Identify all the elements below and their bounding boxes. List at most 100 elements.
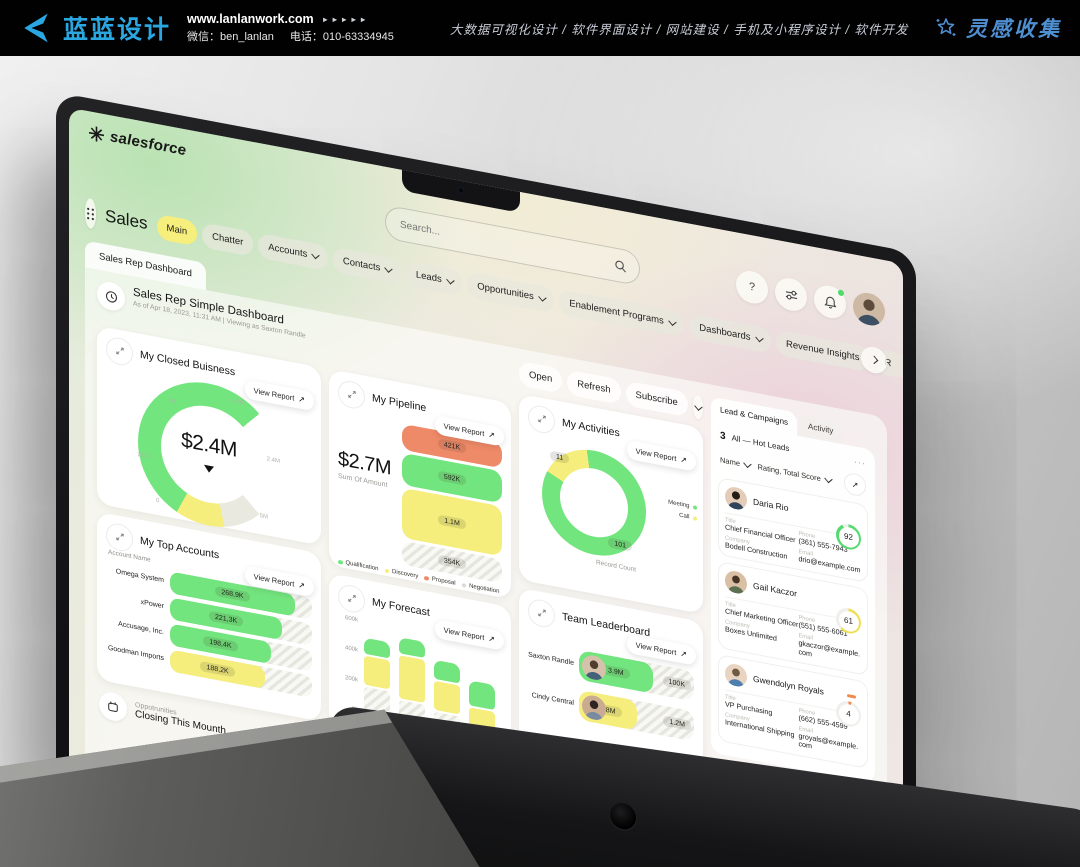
brand-name: 蓝蓝设计 [63, 16, 172, 44]
tab-accounts[interactable]: Accounts [258, 232, 328, 271]
chevron-down-icon [446, 276, 455, 284]
tab-contacts[interactable]: Contacts [332, 246, 401, 285]
main-nav: Sales Main Chatter Accounts Contacts Lea… [85, 194, 903, 380]
account-name: Accusage, Inc. [118, 620, 164, 637]
slice-value-meeting: 101 [608, 537, 632, 552]
card-title: My Activities [562, 416, 620, 440]
notification-dot [838, 289, 844, 297]
search-icon[interactable] [614, 258, 627, 273]
tab-chatter[interactable]: Chatter [202, 221, 254, 257]
calendar-icon [99, 690, 127, 724]
collection-badge: 灵感收集 [934, 13, 1062, 43]
lead-avatar [725, 485, 747, 512]
segment-value: 421K [437, 438, 467, 454]
expand-panel-button[interactable]: ↗ [844, 471, 866, 498]
refresh-button[interactable]: Refresh [567, 369, 621, 405]
photo-scene: salesforce ? [0, 56, 1080, 867]
speaker-hole [610, 801, 636, 832]
donut-chart: 11 101 [542, 440, 646, 565]
arrow-up-right-icon: ↗ [488, 429, 495, 441]
gauge-value: $2.4M [181, 428, 237, 462]
closed-business-card: My Closed Buisness View Report ↗ 0 787K 1… [97, 325, 321, 546]
leaderboard-card: Team Leaderboard View Report ↗ Saxton Ran… [519, 587, 703, 791]
expand-icon[interactable] [106, 520, 133, 553]
filters-button[interactable] [775, 275, 807, 314]
clock-icon [97, 279, 125, 313]
lead-card[interactable]: Daria Rio 92 Title Chief Financial Office… [718, 476, 868, 584]
header-icons: ? [736, 268, 885, 329]
bar-extra-value: 100K [662, 675, 691, 691]
funnel-chart: 421K 592K 1.1M 354K [402, 420, 502, 584]
dashboard-panel: Sales Rep Simple Dashboard As of Apr 18,… [85, 267, 887, 867]
subscribe-button[interactable]: Subscribe [625, 380, 688, 418]
tab-leads[interactable]: Leads [405, 259, 463, 296]
segment-value: 1.1M [438, 514, 466, 530]
account-name: Goodman Imports [107, 644, 164, 663]
bar-extra-value: 1.2M [663, 715, 691, 731]
bar-value: 198,4K [203, 635, 238, 652]
column-3: Open Refresh Subscribe My Activities [519, 360, 703, 791]
expand-icon[interactable] [528, 596, 555, 629]
slice-value-call: 11 [550, 450, 570, 465]
expand-icon[interactable] [106, 334, 133, 367]
expand-icon[interactable] [528, 402, 555, 435]
segment-value: 592K [437, 470, 467, 486]
account-name: Omega System [115, 568, 164, 585]
lead-card[interactable]: Gail Kaczor 61 Title Chief Marketing Offi… [718, 561, 868, 677]
gauge-tick: 787K [137, 452, 152, 461]
bar-value: 221,3K [208, 610, 244, 628]
tab-opportunities[interactable]: Opportunities [467, 271, 555, 313]
tab-dashboards[interactable]: Dashboards [689, 313, 772, 354]
gauge-tick: 1.7M [230, 397, 244, 407]
gauge-caret [204, 464, 214, 474]
tab-enablement-programs[interactable]: Enablement Programs [559, 288, 685, 338]
column-1: My Closed Buisness View Report ↗ 0 787K 1… [97, 282, 321, 762]
member-name: Cindy Central [531, 691, 574, 707]
more-menu-icon[interactable]: ··· [854, 455, 866, 469]
search-bar[interactable] [385, 204, 640, 287]
laptop-screen: salesforce ? [69, 107, 903, 867]
expand-icon[interactable] [338, 378, 365, 411]
activities-card: My Activities View Report ↗ 11 101 Meetin… [519, 393, 703, 615]
leads-panel: 3 All — Hot Leads ··· Name Rating, Total… [711, 419, 875, 784]
tab-revenue-insights[interactable]: Revenue Insights [776, 329, 870, 372]
notifications-button[interactable] [814, 282, 846, 321]
column-2: My Pipeline View Report ↗ $2.7M Sum Of Am… [329, 325, 511, 800]
pipeline-card: My Pipeline View Report ↗ $2.7M Sum Of Am… [329, 369, 511, 600]
member-avatar [582, 693, 606, 722]
salesforce-logo: salesforce [89, 119, 887, 294]
member-avatar [582, 653, 606, 682]
chevron-right-icon [870, 356, 878, 364]
arrow-up-right-icon: ↗ [680, 454, 687, 466]
lead-card[interactable]: Gwendolyn Royals 4 Title VP Purchasing Ph… [718, 654, 868, 770]
header-row: ? [85, 146, 887, 336]
chevron-down-icon [694, 402, 703, 410]
chevron-down-icon [755, 333, 763, 342]
help-icon: ? [748, 280, 756, 294]
user-avatar[interactable] [853, 290, 885, 329]
gauge-tick: 0 [156, 497, 160, 505]
actions-more-button[interactable] [692, 393, 703, 420]
sort-by-name[interactable]: Name [720, 455, 752, 470]
sliders-icon [785, 290, 797, 299]
help-button[interactable]: ? [736, 268, 768, 307]
expand-icon[interactable] [338, 582, 365, 615]
card-title: My Pipeline [372, 392, 427, 415]
grid-dots-icon [87, 207, 94, 220]
lanlan-logo-icon [24, 13, 48, 43]
leaderboard-row: Saxton Randle 3.9M 100K [528, 640, 694, 702]
forecast-bar [364, 637, 390, 720]
arrow-up-right-icon: ↗ [488, 633, 495, 645]
app-launcher-button[interactable] [85, 197, 96, 230]
collection-label: 灵感收集 [966, 18, 1062, 41]
arrow-up-right-icon: ↗ [851, 479, 859, 490]
brand-logo: 蓝蓝设计 [18, 10, 171, 46]
arrow-up-right-icon: ↗ [680, 648, 687, 660]
opportunities-header: Oppotrunities Closing This Mounth [97, 688, 321, 762]
sort-by-rating[interactable]: Rating, Total Score [758, 462, 833, 485]
sparkle-star-icon [936, 18, 956, 36]
bar-value: 188,2K [200, 661, 235, 678]
chevron-down-icon [824, 474, 833, 483]
tab-main[interactable]: Main [156, 213, 198, 246]
